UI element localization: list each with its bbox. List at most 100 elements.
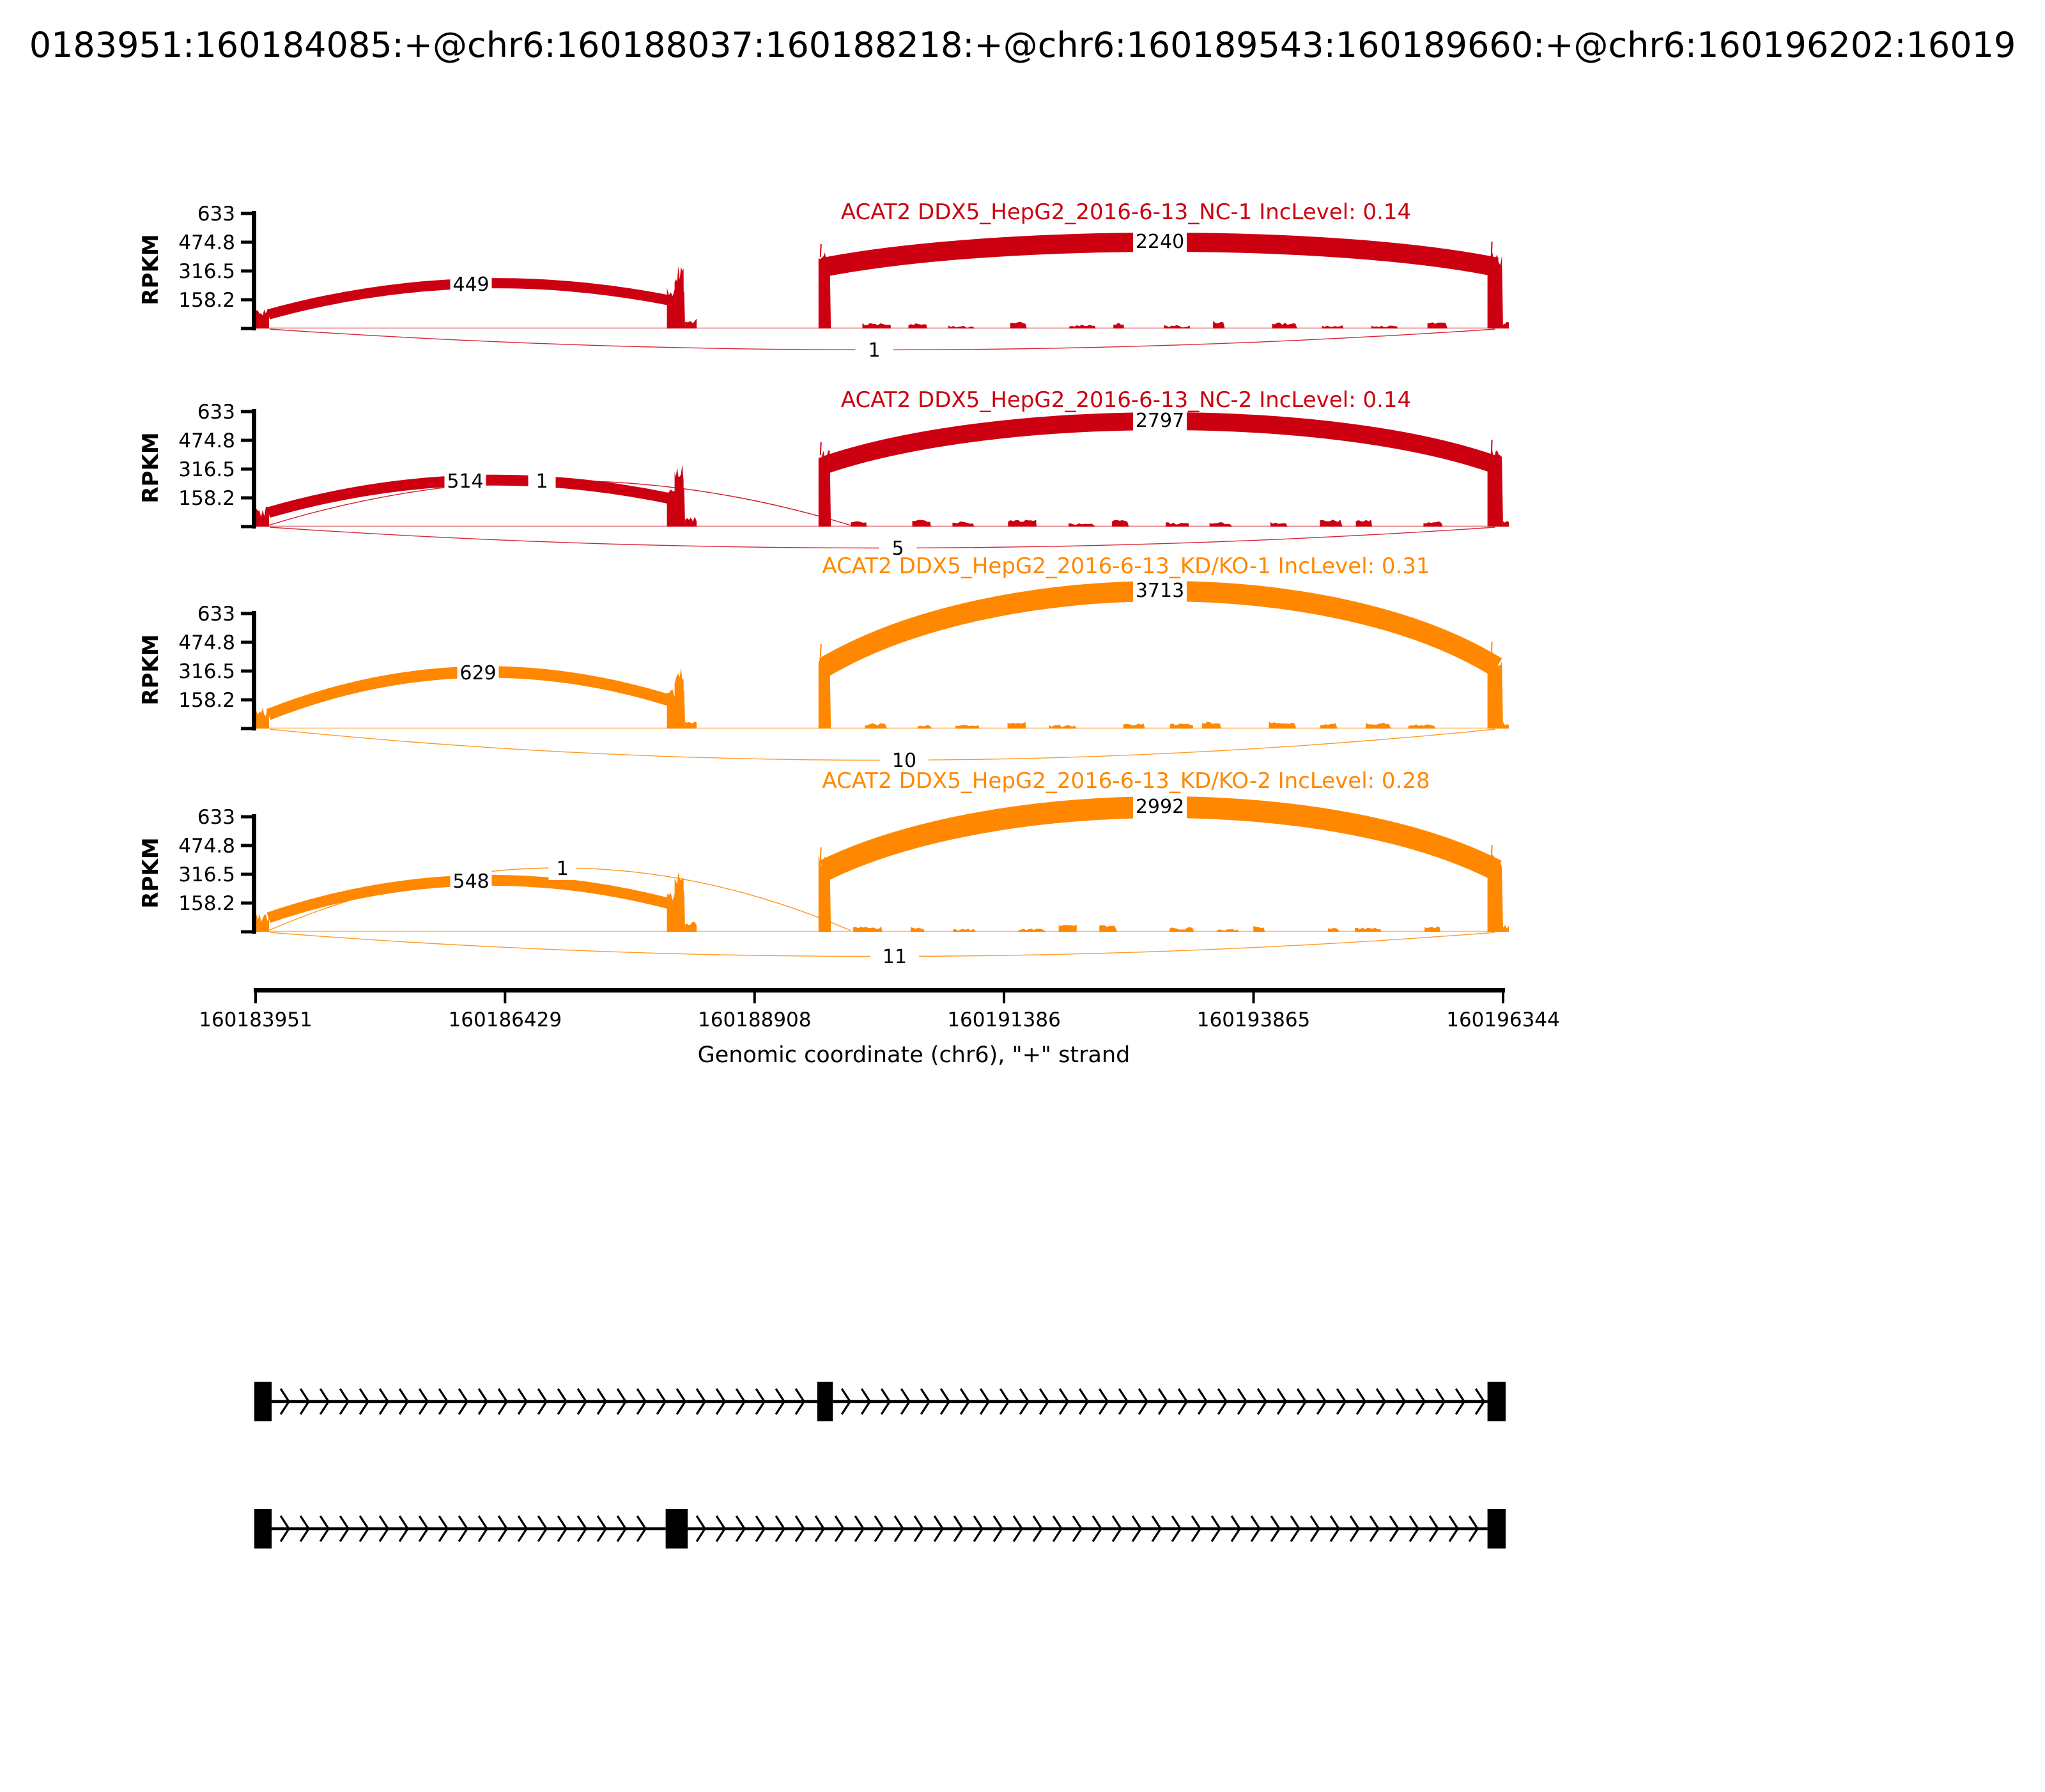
read-coverage — [1320, 520, 1343, 527]
read-coverage — [1366, 722, 1391, 729]
strand-arrow — [1072, 1515, 1083, 1542]
sashimi-track-4: 548 1 2992 11 158.2 316.5 474.8 633 RPKM ACAT2 DD… — [138, 768, 1509, 968]
strand-arrow — [477, 1388, 489, 1415]
read-coverage — [1408, 724, 1436, 729]
y-axis-tick — [241, 640, 256, 644]
y-axis-tick — [241, 612, 256, 615]
read-coverage — [1424, 926, 1440, 932]
y-axis-title: RPKM — [138, 432, 164, 503]
strand-arrow — [1237, 1388, 1248, 1415]
strand-arrow — [1355, 1388, 1367, 1415]
y-axis-tick — [241, 467, 256, 471]
strand-arrow — [1336, 1388, 1347, 1415]
y-axis-tick — [241, 844, 256, 847]
read-coverage — [1018, 929, 1046, 932]
strand-arrow — [1329, 1515, 1341, 1542]
read-coverage — [1322, 325, 1344, 328]
strand-arrow — [1369, 1515, 1380, 1542]
y-axis-tick — [241, 727, 256, 730]
strand-arrow — [834, 1515, 845, 1542]
read-coverage — [1371, 325, 1398, 328]
y-tick-label: 474.8 — [178, 429, 235, 452]
strand-arrow — [636, 1515, 647, 1542]
strand-arrow — [1474, 1388, 1486, 1415]
strand-arrow — [735, 1388, 746, 1415]
strand-arrow — [794, 1515, 806, 1542]
y-axis-tick — [241, 240, 256, 244]
strand-arrow — [458, 1388, 469, 1415]
strand-arrow — [992, 1515, 1004, 1542]
read-coverage — [1217, 929, 1240, 932]
strand-arrow — [840, 1388, 852, 1415]
strand-arrow — [1395, 1388, 1407, 1415]
label-gap — [548, 856, 576, 880]
junction-count-label: 629 — [459, 662, 496, 684]
y-axis-tick — [241, 212, 256, 215]
read-coverage — [1213, 321, 1225, 328]
read-coverage — [917, 725, 932, 729]
track-title: ACAT2 DDX5_HepG2_2016-6-13_NC-2 IncLevel… — [841, 387, 1411, 413]
strand-arrow — [1435, 1388, 1446, 1415]
y-axis-title: RPKM — [138, 634, 164, 705]
y-axis-tick — [241, 901, 256, 905]
strand-arrow — [1230, 1515, 1242, 1542]
read-coverage — [912, 520, 931, 527]
x-tick-label: 160186429 — [449, 1008, 562, 1031]
strand-arrow — [893, 1515, 905, 1542]
track-title: ACAT2 DDX5_HepG2_2016-6-13_NC-1 IncLevel… — [841, 199, 1411, 225]
strand-arrow — [1256, 1388, 1268, 1415]
strand-arrow — [1092, 1515, 1103, 1542]
strand-arrow — [854, 1515, 865, 1542]
read-coverage — [1099, 925, 1117, 932]
read-coverage — [1049, 725, 1077, 729]
read-coverage — [674, 464, 684, 527]
label-gap — [528, 468, 556, 493]
read-coverage — [256, 913, 270, 932]
strand-arrow — [755, 1388, 766, 1415]
x-tick-label: 160191386 — [947, 1008, 1061, 1031]
label-gap — [1133, 791, 1187, 821]
strand-arrow — [913, 1515, 925, 1542]
strand-arrow — [596, 1388, 608, 1415]
strand-arrow — [715, 1388, 727, 1415]
strand-arrow — [1217, 1388, 1228, 1415]
x-axis-tick — [1502, 988, 1504, 1003]
read-coverage — [1069, 325, 1096, 328]
junction-count-label: 2797 — [1136, 410, 1184, 432]
strand-arrow — [319, 1388, 330, 1415]
label-gap — [880, 750, 929, 770]
y-axis-tick — [241, 327, 256, 330]
y-tick-label: 633 — [197, 203, 235, 226]
read-coverage — [1112, 520, 1129, 527]
strand-arrow — [775, 1388, 786, 1415]
strand-arrow — [497, 1515, 509, 1542]
read-coverage — [1166, 522, 1189, 527]
strand-arrow — [299, 1388, 311, 1415]
strand-arrow — [1270, 1515, 1281, 1542]
strand-arrow — [775, 1515, 786, 1542]
label-gap — [879, 537, 917, 558]
read-coverage — [674, 266, 684, 328]
junction-count-label: 2992 — [1136, 796, 1184, 818]
strand-arrow — [616, 1515, 628, 1542]
x-axis-tick — [1252, 988, 1255, 1003]
y-axis-tick — [241, 438, 256, 442]
read-coverage — [1123, 723, 1145, 729]
strand-arrow — [1111, 1515, 1123, 1542]
y-axis-tick — [241, 930, 256, 934]
read-coverage — [1328, 928, 1339, 932]
sashimi-track-1: 449 2240 1 158.2 316.5 474.8 633 RPKM ACAT2 DDX5… — [138, 199, 1509, 362]
strand-arrow — [1290, 1515, 1301, 1542]
label-gap — [444, 468, 486, 493]
strand-arrow — [1131, 1515, 1143, 1542]
strand-arrow — [1455, 1388, 1466, 1415]
strand-arrow — [1151, 1515, 1162, 1542]
strand-arrow — [1118, 1388, 1129, 1415]
label-gap — [1133, 226, 1187, 256]
strand-arrow — [537, 1388, 548, 1415]
strand-arrow — [418, 1515, 429, 1542]
strand-arrow — [1309, 1515, 1321, 1542]
y-tick-label: 158.2 — [178, 289, 235, 312]
strand-arrow — [636, 1388, 647, 1415]
read-coverage — [862, 323, 891, 328]
